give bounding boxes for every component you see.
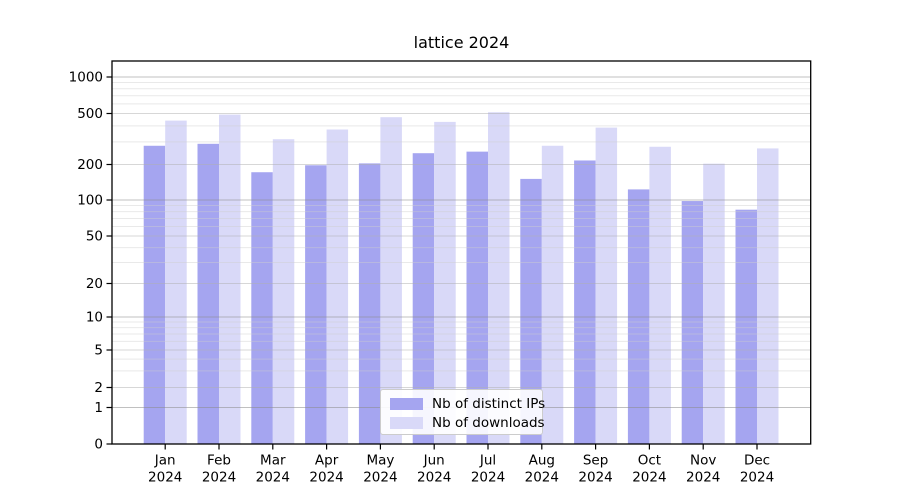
y-tick-label: 100 bbox=[77, 193, 103, 209]
x-tick-label-year: 2024 bbox=[471, 470, 505, 486]
x-tick-label-year: 2024 bbox=[202, 470, 236, 486]
bar-distinct-ips-feb bbox=[197, 143, 219, 444]
bar-downloads-oct bbox=[649, 146, 671, 444]
x-tick-label-month: Aug bbox=[529, 453, 555, 469]
y-tick-label: 20 bbox=[86, 276, 103, 292]
x-tick-label-year: 2024 bbox=[148, 470, 182, 486]
x-tick-label-year: 2024 bbox=[686, 470, 720, 486]
bar-distinct-ips-jan bbox=[143, 145, 166, 445]
bar-downloads-apr bbox=[326, 129, 349, 444]
bar-distinct-ips-mar bbox=[251, 172, 273, 445]
x-tick-label-month: May bbox=[366, 453, 394, 469]
x-tick-label-month: Feb bbox=[207, 453, 231, 469]
y-tick-label: 5 bbox=[94, 343, 103, 359]
bar-distinct-ips-nov bbox=[681, 201, 704, 444]
legend-label-distinct-ips: Nb of distinct IPs bbox=[432, 396, 546, 412]
legend-item-downloads: Nb of downloads bbox=[390, 415, 545, 431]
x-tick-label-month: Dec bbox=[744, 453, 770, 469]
legend-swatch-downloads bbox=[390, 417, 423, 429]
legend-swatch-distinct-ips bbox=[390, 398, 423, 410]
x-tick-label-month: Oct bbox=[638, 453, 661, 469]
chart-title: lattice 2024 bbox=[413, 33, 510, 52]
bar-distinct-ips-may bbox=[358, 163, 381, 444]
y-tick-label: 1 bbox=[94, 400, 103, 416]
bar-downloads-aug bbox=[541, 145, 564, 445]
bar-downloads-jun bbox=[434, 121, 456, 444]
x-tick-label-year: 2024 bbox=[363, 470, 397, 486]
y-tick-label: 1000 bbox=[69, 70, 103, 86]
x-tick-label-year: 2024 bbox=[309, 470, 343, 486]
x-tick-label-year: 2024 bbox=[256, 470, 290, 486]
y-tick-label: 0 bbox=[94, 437, 103, 453]
y-tick-label: 500 bbox=[77, 106, 103, 122]
bar-downloads-jan bbox=[165, 120, 187, 444]
y-tick-label: 200 bbox=[77, 157, 103, 173]
bar-distinct-ips-dec bbox=[735, 209, 757, 444]
x-tick-label-year: 2024 bbox=[525, 470, 559, 486]
x-tick-label-month: Jun bbox=[423, 453, 445, 469]
x-tick-label-month: Jan bbox=[154, 453, 176, 469]
x-tick-label-year: 2024 bbox=[417, 470, 451, 486]
x-tick-label-month: Mar bbox=[260, 453, 286, 469]
y-tick-label: 50 bbox=[86, 229, 103, 245]
bar-distinct-ips-jun bbox=[412, 153, 435, 445]
x-tick-label-year: 2024 bbox=[740, 470, 774, 486]
bar-downloads-jul bbox=[488, 112, 510, 444]
bar-downloads-sep bbox=[595, 127, 618, 444]
x-tick-label-month: Nov bbox=[690, 453, 716, 469]
y-tick-label: 2 bbox=[94, 380, 103, 396]
x-tick-label-year: 2024 bbox=[632, 470, 666, 486]
x-tick-label-month: Apr bbox=[315, 453, 339, 469]
bar-distinct-ips-aug bbox=[520, 178, 542, 444]
bar-downloads-dec bbox=[757, 148, 779, 444]
plot-border bbox=[111, 60, 812, 445]
bar-downloads-may bbox=[380, 117, 402, 445]
legend-label-downloads: Nb of downloads bbox=[432, 415, 545, 431]
x-tick-label-year: 2024 bbox=[578, 470, 612, 486]
bar-downloads-mar bbox=[272, 139, 295, 444]
bar-downloads-nov bbox=[703, 163, 725, 444]
x-tick-label-month: Jul bbox=[479, 453, 496, 469]
x-tick-label-month: Sep bbox=[583, 453, 608, 469]
bar-distinct-ips-sep bbox=[574, 160, 596, 445]
bar-downloads-feb bbox=[219, 114, 241, 445]
legend: Nb of distinct IPs Nb of downloads bbox=[380, 389, 545, 435]
y-tick-label: 10 bbox=[86, 310, 103, 326]
bar-distinct-ips-apr bbox=[305, 165, 327, 444]
bar-distinct-ips-jul bbox=[466, 151, 488, 444]
legend-item-distinct-ips: Nb of distinct IPs bbox=[390, 396, 545, 412]
